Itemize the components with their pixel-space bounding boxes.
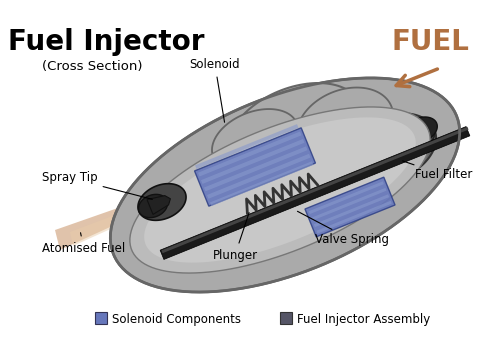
- Text: FUEL: FUEL: [391, 28, 469, 56]
- FancyBboxPatch shape: [95, 312, 107, 324]
- Polygon shape: [138, 194, 167, 218]
- Polygon shape: [212, 109, 298, 171]
- Polygon shape: [204, 146, 307, 191]
- Polygon shape: [144, 117, 416, 263]
- Text: Valve Spring: Valve Spring: [298, 211, 389, 246]
- Polygon shape: [194, 128, 315, 206]
- Text: Fuel Injector Assembly: Fuel Injector Assembly: [297, 312, 430, 326]
- Polygon shape: [201, 139, 304, 184]
- Text: Spray Tip: Spray Tip: [42, 171, 152, 199]
- Polygon shape: [381, 118, 435, 158]
- Polygon shape: [55, 195, 158, 250]
- FancyBboxPatch shape: [280, 312, 292, 324]
- Polygon shape: [147, 196, 170, 214]
- Polygon shape: [110, 78, 460, 292]
- Polygon shape: [297, 88, 393, 163]
- Polygon shape: [403, 117, 437, 143]
- Text: Fuel Injector: Fuel Injector: [8, 28, 204, 56]
- Polygon shape: [314, 194, 389, 227]
- Polygon shape: [198, 132, 301, 177]
- Polygon shape: [138, 184, 186, 220]
- Polygon shape: [70, 200, 157, 246]
- Polygon shape: [311, 188, 386, 221]
- Polygon shape: [317, 201, 392, 233]
- Polygon shape: [228, 83, 362, 177]
- Polygon shape: [305, 177, 395, 237]
- Polygon shape: [207, 154, 310, 199]
- Polygon shape: [162, 127, 468, 253]
- Polygon shape: [160, 127, 470, 259]
- Text: Solenoid Components: Solenoid Components: [112, 312, 241, 326]
- Text: Atomised Fuel: Atomised Fuel: [42, 233, 125, 254]
- Polygon shape: [309, 181, 384, 214]
- Text: Plunger: Plunger: [213, 213, 258, 261]
- Polygon shape: [344, 113, 436, 183]
- Polygon shape: [130, 107, 430, 273]
- Polygon shape: [195, 124, 299, 169]
- Text: (Cross Section): (Cross Section): [42, 60, 142, 73]
- Text: Solenoid: Solenoid: [190, 59, 240, 122]
- Text: Fuel Filter: Fuel Filter: [403, 161, 472, 181]
- Polygon shape: [210, 161, 313, 206]
